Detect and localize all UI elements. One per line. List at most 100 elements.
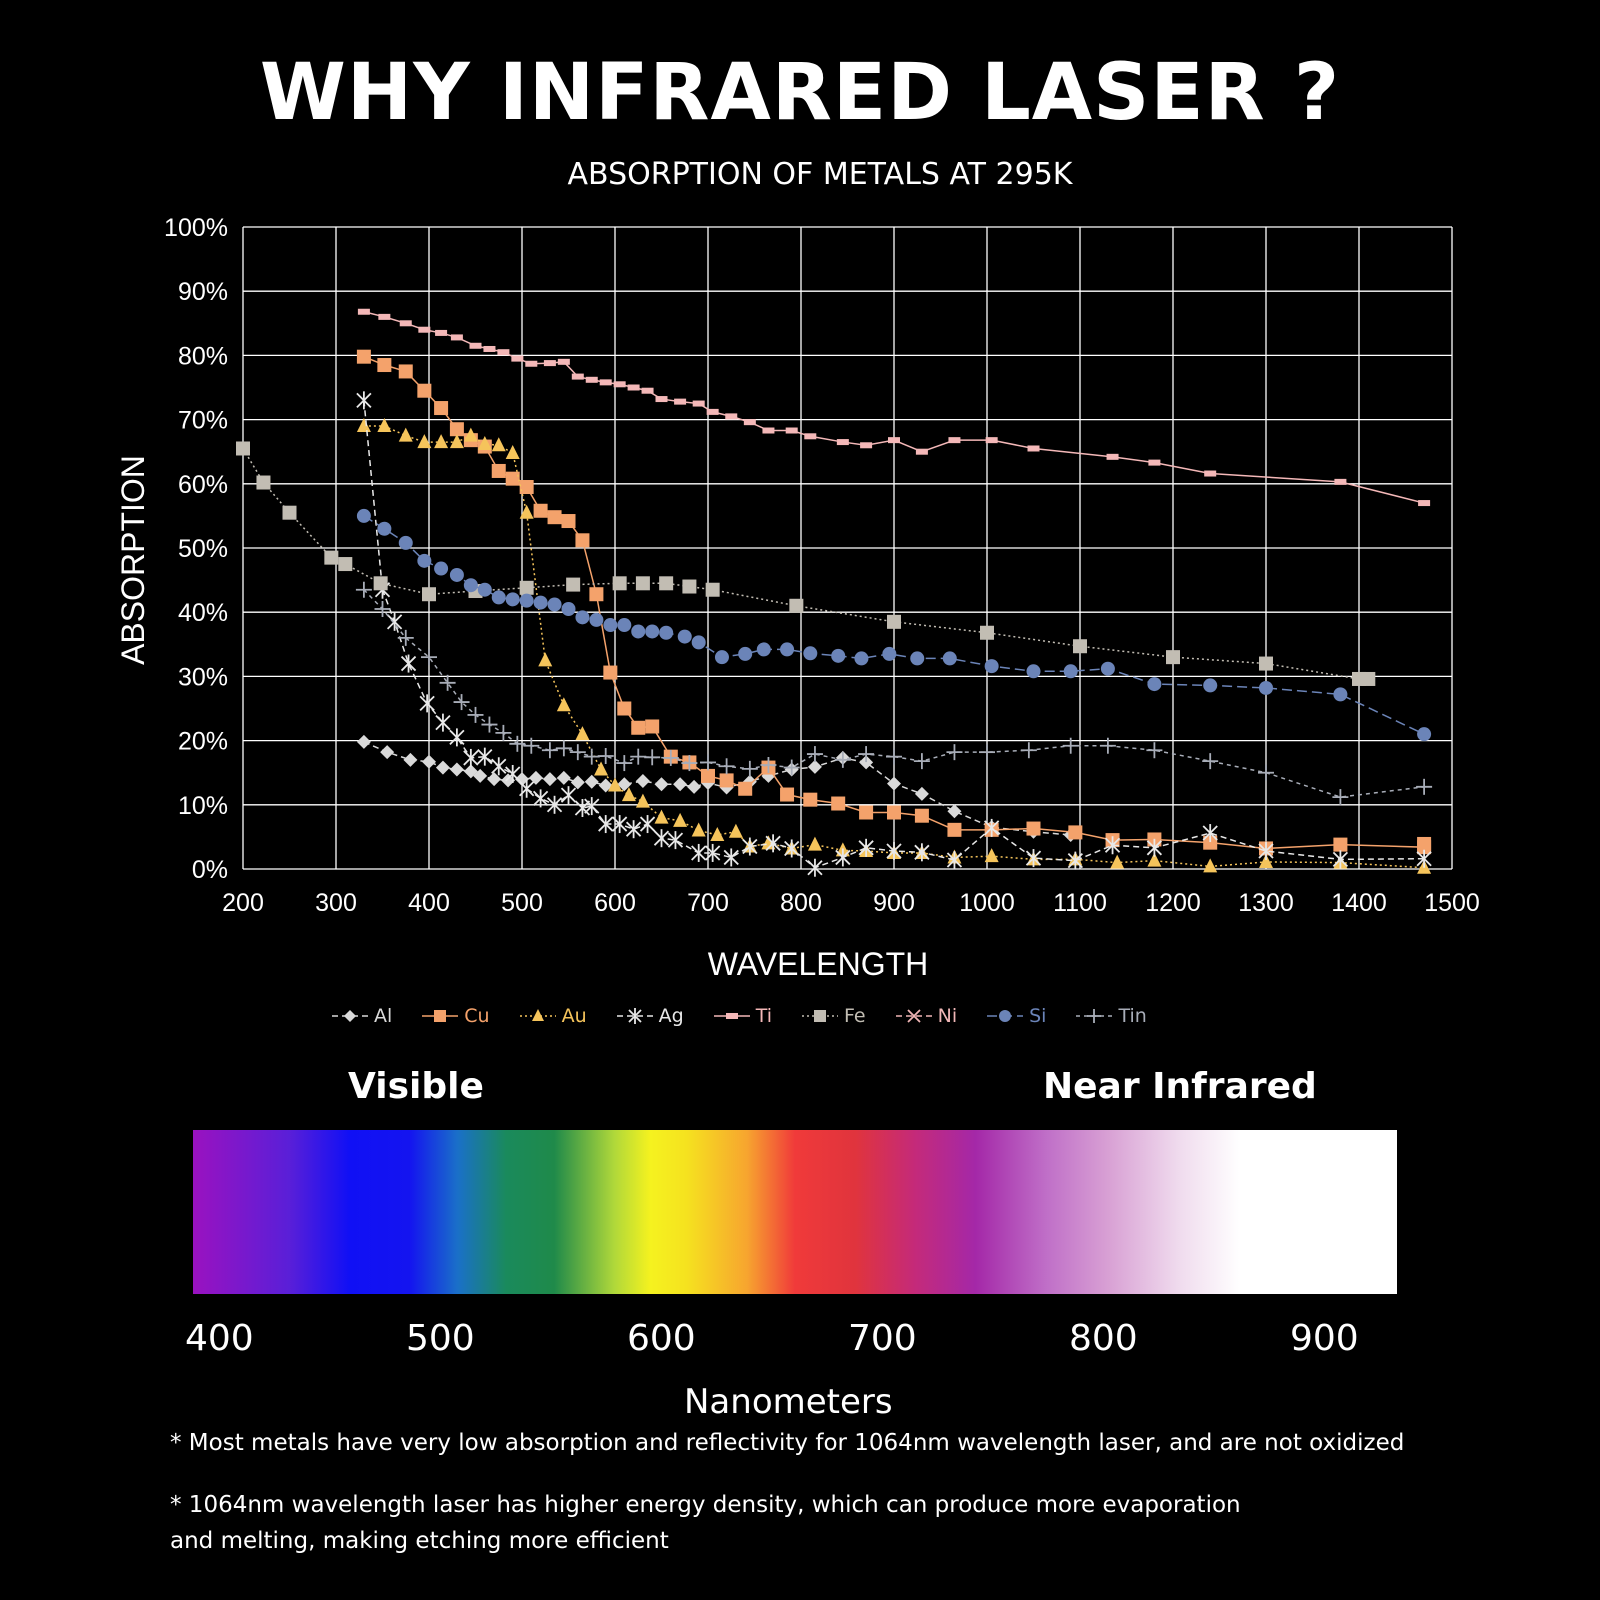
data-point-ag bbox=[807, 858, 823, 877]
data-point-tin bbox=[597, 748, 614, 765]
data-point-si bbox=[1147, 677, 1162, 692]
data-point-ag bbox=[1202, 824, 1218, 843]
footnote-1: * Most metals have very low absorption a… bbox=[170, 1430, 1405, 1456]
data-point-tin bbox=[1202, 753, 1219, 770]
data-point-cu bbox=[859, 805, 874, 820]
absorption-chart: 200 300 400 500 600 700 800 900 1000 1100 1200 1300… bbox=[115, 214, 1480, 982]
x-tick-label: 300 bbox=[315, 889, 357, 917]
data-point-au bbox=[477, 435, 492, 450]
data-point-au bbox=[519, 504, 534, 519]
data-point-tin bbox=[439, 674, 456, 691]
data-point-ag bbox=[653, 829, 670, 848]
series-line-fe bbox=[242, 448, 1369, 680]
data-point-tin bbox=[783, 759, 800, 776]
data-point-si bbox=[1063, 664, 1078, 679]
data-point-cu bbox=[780, 787, 795, 802]
data-point-ag bbox=[639, 815, 656, 834]
data-point-al bbox=[403, 752, 418, 767]
data-point-tin bbox=[806, 746, 823, 763]
data-point-ti bbox=[357, 308, 370, 315]
data-point-ti bbox=[627, 384, 640, 391]
legend-label-al: Al bbox=[374, 1005, 393, 1027]
data-point-tin bbox=[616, 755, 633, 772]
data-point-tin bbox=[355, 581, 372, 598]
data-point-al bbox=[356, 734, 371, 749]
data-point-si bbox=[882, 646, 897, 661]
data-point-au bbox=[984, 848, 999, 863]
data-point-au bbox=[728, 823, 743, 838]
data-point-ag bbox=[400, 654, 417, 673]
legend-item-al: Al bbox=[330, 1005, 392, 1027]
data-point-tin bbox=[700, 754, 716, 771]
data-point-au bbox=[608, 777, 622, 792]
data-point-cu bbox=[1068, 825, 1083, 840]
data-point-ti bbox=[1334, 478, 1347, 485]
data-point-si bbox=[417, 553, 432, 568]
data-point-fe bbox=[612, 576, 627, 591]
data-point-cu bbox=[1417, 836, 1432, 851]
data-point-tin bbox=[1020, 742, 1037, 759]
data-point-cu bbox=[377, 358, 392, 373]
chart-legend: Al Cu Au Ag Ti Fe Ni Si Tin bbox=[330, 1005, 1175, 1027]
data-point-tin bbox=[374, 600, 391, 617]
data-point-si bbox=[645, 624, 660, 639]
series-line-al bbox=[363, 741, 1071, 836]
data-point-si bbox=[449, 567, 464, 582]
spectrum-tick-700: 700 bbox=[848, 1318, 917, 1359]
data-point-si bbox=[738, 646, 753, 661]
data-point-tin bbox=[979, 744, 995, 761]
data-point-si bbox=[1333, 687, 1348, 702]
data-point-si bbox=[575, 610, 590, 625]
data-point-cu bbox=[398, 364, 413, 379]
data-point-ti bbox=[725, 413, 738, 420]
data-point-ti bbox=[511, 355, 524, 362]
data-point-ag bbox=[1104, 836, 1121, 855]
data-point-al bbox=[528, 770, 543, 785]
data-point-ag bbox=[742, 837, 758, 856]
data-point-si bbox=[463, 578, 478, 593]
data-point-tin bbox=[1258, 764, 1274, 781]
data-point-ti bbox=[525, 360, 538, 367]
x-tick-label: 1200 bbox=[1145, 889, 1201, 917]
data-point-si bbox=[756, 642, 771, 657]
data-point-ag bbox=[419, 694, 435, 713]
data-point-ag bbox=[612, 815, 628, 834]
data-point-ag bbox=[519, 779, 535, 798]
data-point-tin bbox=[421, 649, 437, 666]
data-point-cu bbox=[617, 701, 632, 716]
data-point-tin bbox=[481, 716, 498, 733]
data-point-fe bbox=[256, 475, 271, 490]
data-point-ag bbox=[914, 843, 930, 862]
data-point-ag bbox=[546, 795, 563, 814]
data-point-tin bbox=[467, 706, 484, 723]
data-point-si bbox=[561, 601, 576, 616]
data-point-al bbox=[473, 768, 488, 783]
data-point-ti bbox=[543, 360, 556, 367]
data-point-ag bbox=[946, 851, 963, 870]
series-ti bbox=[357, 308, 1431, 507]
data-point-fe bbox=[659, 576, 674, 591]
data-point-cu bbox=[533, 503, 548, 518]
data-point-fe bbox=[682, 579, 697, 594]
data-point-au bbox=[594, 761, 609, 776]
data-point-al bbox=[598, 778, 613, 793]
data-point-ag bbox=[858, 838, 874, 857]
legend-marker-al bbox=[344, 1010, 356, 1022]
data-point-si bbox=[434, 561, 449, 576]
data-point-si bbox=[910, 651, 925, 666]
data-point-au bbox=[1259, 853, 1273, 868]
data-point-cu bbox=[1333, 837, 1348, 852]
data-point-cu bbox=[645, 719, 660, 734]
data-point-au bbox=[417, 434, 432, 449]
data-point-au bbox=[434, 434, 449, 449]
data-point-fe bbox=[1361, 671, 1376, 686]
data-point-si bbox=[984, 659, 999, 674]
spectrum-tick-800: 800 bbox=[1069, 1318, 1138, 1359]
data-point-si bbox=[533, 595, 548, 610]
data-point-fe bbox=[1166, 650, 1180, 665]
data-point-si bbox=[505, 592, 520, 607]
data-point-al bbox=[542, 772, 557, 787]
legend-swatch-al bbox=[332, 1010, 368, 1022]
data-point-cu bbox=[356, 349, 371, 364]
x-tick-label: 1500 bbox=[1424, 889, 1480, 917]
